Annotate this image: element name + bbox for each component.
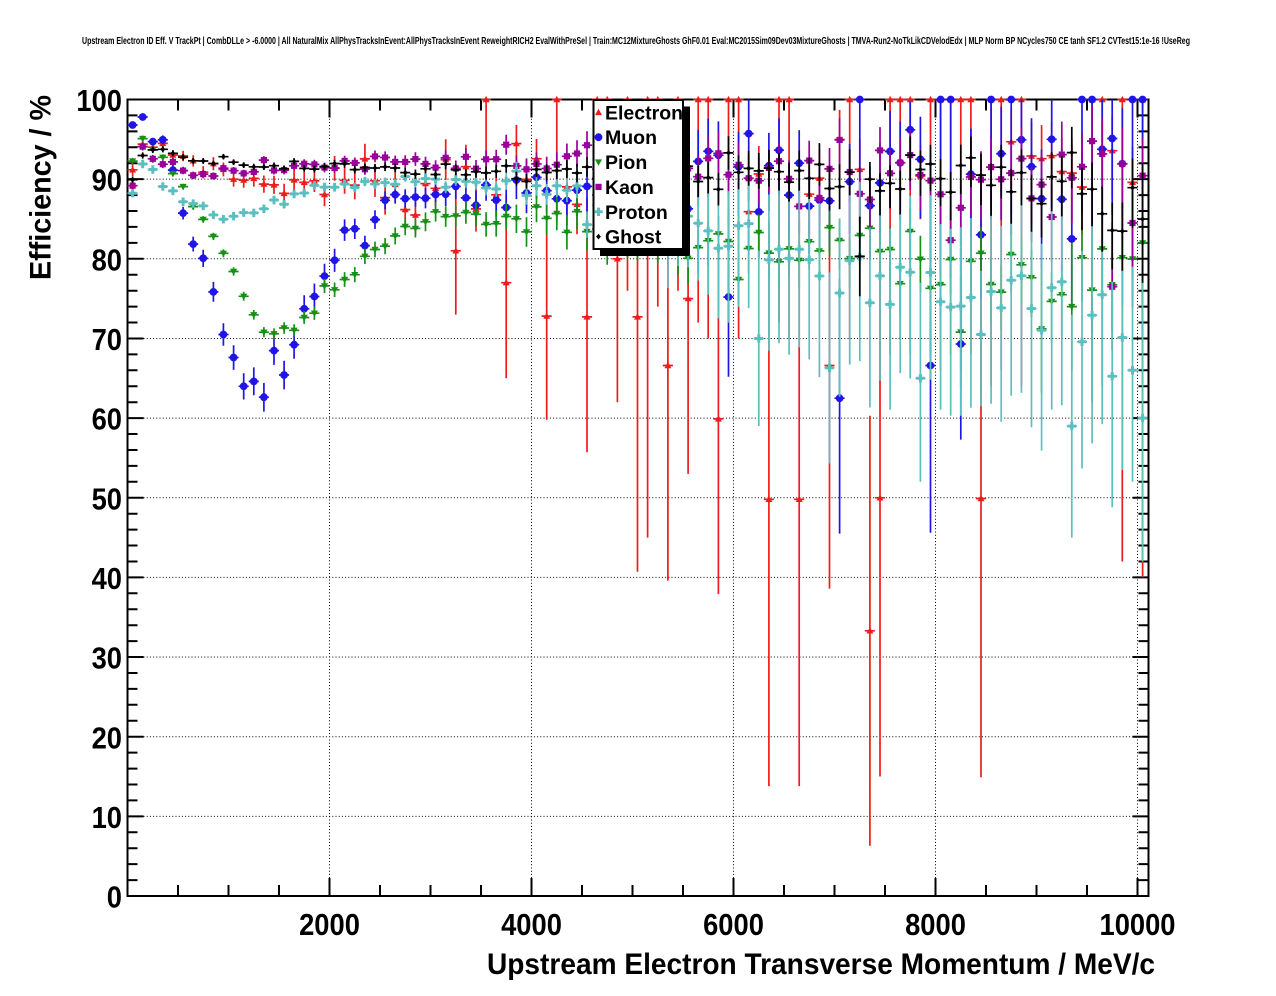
svg-text:60: 60 [92,402,122,437]
svg-text:100: 100 [76,83,122,118]
svg-text:Upstream Electron Transverse M: Upstream Electron Transverse Momentum / … [487,948,1155,981]
svg-text:Efficiency / %: Efficiency / % [25,95,58,280]
svg-text:Electron: Electron [605,102,683,124]
svg-text:Ghost: Ghost [605,227,662,249]
svg-text:Kaon: Kaon [605,177,654,199]
svg-text:80: 80 [92,242,122,277]
svg-text:30: 30 [92,641,122,676]
svg-text:40: 40 [92,561,122,596]
svg-text:20: 20 [92,720,122,755]
svg-text:0: 0 [107,880,122,915]
svg-text:10: 10 [92,800,122,835]
svg-text:90: 90 [92,163,122,198]
svg-text:2000: 2000 [299,907,360,942]
svg-text:10000: 10000 [1100,907,1176,942]
svg-text:Pion: Pion [605,152,647,174]
svg-text:Proton: Proton [605,202,668,224]
svg-text:70: 70 [92,322,122,357]
svg-text:4000: 4000 [501,907,562,942]
svg-text:8000: 8000 [905,907,966,942]
svg-text:Muon: Muon [605,127,657,149]
svg-text:50: 50 [92,481,122,516]
svg-text:Upstream Electron ID Eff. V Tr: Upstream Electron ID Eff. V TrackPt | Co… [82,36,1190,47]
svg-text:6000: 6000 [703,907,764,942]
